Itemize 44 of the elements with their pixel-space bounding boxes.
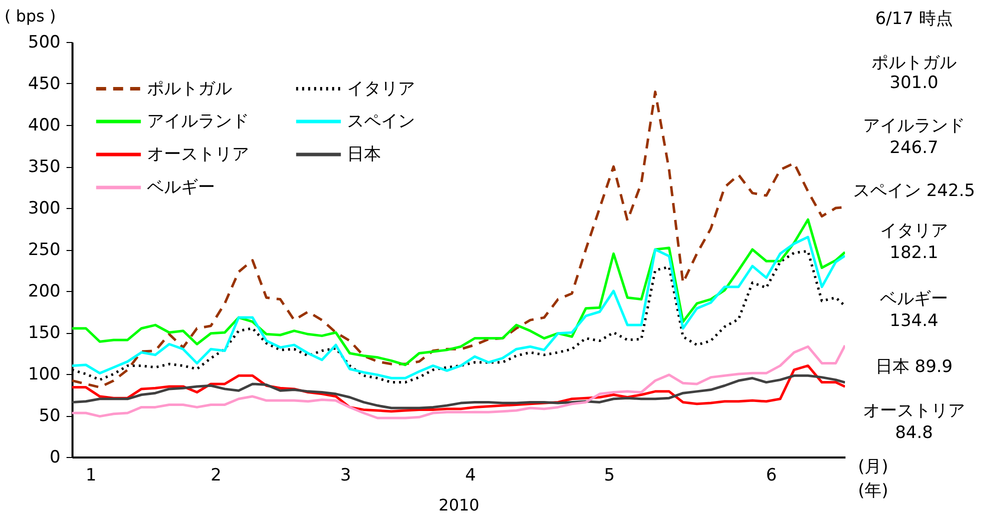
x-axis-title: 2010 xyxy=(438,496,480,514)
text: 246.7 xyxy=(890,138,938,158)
legend-label: スペイン xyxy=(347,112,415,132)
y-tick-label: 150 xyxy=(28,323,60,343)
y-tick-label: 0 xyxy=(50,448,60,468)
line-series xyxy=(72,218,845,366)
text: オーストリア xyxy=(863,400,965,422)
y-tick-label: 350 xyxy=(28,157,60,177)
text: ベルギー xyxy=(880,288,948,310)
y-tick-label: 100 xyxy=(28,364,60,384)
legend-label: アイルランド xyxy=(147,112,249,132)
y-tick-label: 300 xyxy=(28,198,60,218)
text: イタリア xyxy=(880,220,948,242)
text: ポルトガル xyxy=(872,52,956,74)
y-tick-label: 500 xyxy=(28,32,60,52)
y-tick-label: 400 xyxy=(28,116,60,136)
line-series xyxy=(72,374,845,410)
y-tick-label: 250 xyxy=(28,240,60,260)
legend-label: ポルトガル xyxy=(147,78,232,99)
x-tick-label: 6 xyxy=(766,466,777,486)
text: 301.0 xyxy=(890,73,938,93)
text: (年) xyxy=(858,480,888,502)
y-tick-label: 50 xyxy=(38,406,60,426)
y-axis-title: ( bps ) xyxy=(4,6,56,26)
text: スペイン 242.5 xyxy=(852,180,976,202)
y-tick-label: 200 xyxy=(28,282,60,302)
x-tick-label: 1 xyxy=(86,466,96,486)
x-tick-label: 5 xyxy=(604,466,615,486)
text: 84.8 xyxy=(895,423,933,443)
text: アイルランド xyxy=(863,115,965,137)
x-tick-label: 2 xyxy=(210,466,222,486)
x-tick-label: 4 xyxy=(465,466,476,486)
legend-label: オーストリア xyxy=(147,144,249,164)
legend-label: イタリア xyxy=(347,78,415,99)
text: 182.1 xyxy=(890,243,938,263)
text: 6/17 時点 xyxy=(875,8,953,30)
text: (月) xyxy=(858,456,888,478)
y-tick-label: 450 xyxy=(28,74,60,94)
legend-label: ベルギー xyxy=(147,178,215,198)
text: 134.4 xyxy=(890,311,938,331)
line-series xyxy=(72,344,845,420)
legend-label: 日本 xyxy=(347,144,381,164)
text: 日本 89.9 xyxy=(875,356,953,378)
x-tick-label: 3 xyxy=(340,466,352,486)
